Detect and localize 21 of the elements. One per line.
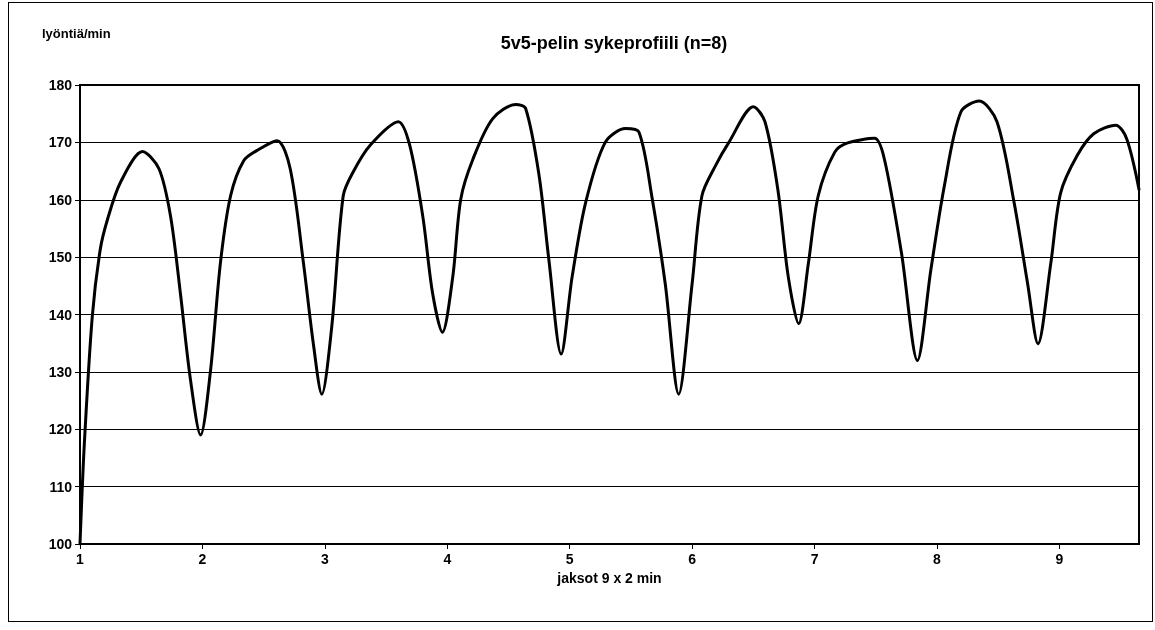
y-tick-label: 130 <box>48 363 73 380</box>
y-axis-title: lyöntiä/min <box>42 26 111 41</box>
y-tick-label: 100 <box>48 536 73 552</box>
y-tick-label: 120 <box>48 421 73 438</box>
x-tick-label: 9 <box>1055 551 1064 567</box>
x-tick-label: 3 <box>320 551 329 567</box>
x-tick-label: 4 <box>443 551 452 567</box>
y-tick-label: 180 <box>48 77 73 93</box>
y-tick-label: 170 <box>48 134 73 151</box>
x-tick-label: 1 <box>76 551 85 567</box>
y-tick-label: 150 <box>48 249 73 266</box>
x-tick-label: 6 <box>688 551 697 567</box>
y-tick-label: 110 <box>49 478 73 495</box>
y-tick-label: 160 <box>48 191 73 208</box>
x-tick-label: 8 <box>933 551 942 567</box>
x-tick-label: 7 <box>810 551 819 567</box>
y-tick-label: 140 <box>48 306 73 323</box>
x-axis-title: jaksot 9 x 2 min <box>556 569 662 586</box>
x-tick-label: 5 <box>565 551 574 567</box>
x-tick-label: 2 <box>198 551 207 567</box>
chart-title: 5v5-pelin sykeprofiili (n=8) <box>500 33 728 53</box>
